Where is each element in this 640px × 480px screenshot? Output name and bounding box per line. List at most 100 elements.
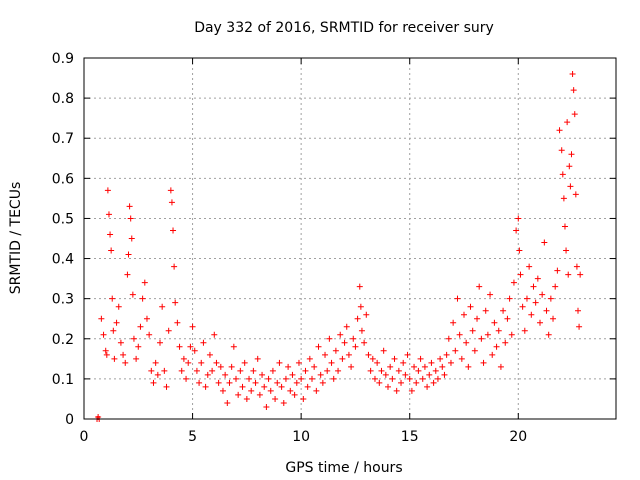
data-point xyxy=(278,383,285,390)
data-point xyxy=(413,379,420,386)
data-point xyxy=(570,87,577,94)
data-point xyxy=(206,351,213,358)
data-point xyxy=(259,371,266,378)
data-point xyxy=(510,279,517,286)
data-point xyxy=(100,331,107,338)
data-point xyxy=(461,311,467,318)
data-point xyxy=(430,379,437,386)
data-point xyxy=(274,379,281,386)
data-point xyxy=(256,391,263,398)
data-point xyxy=(196,379,203,386)
data-point xyxy=(191,347,198,354)
data-point xyxy=(476,283,483,290)
data-point xyxy=(265,375,272,382)
data-point xyxy=(103,351,110,358)
data-point xyxy=(406,375,413,382)
data-point xyxy=(135,343,142,350)
data-point xyxy=(515,215,522,222)
data-point xyxy=(378,367,385,374)
data-point xyxy=(295,359,302,366)
data-point xyxy=(380,347,387,354)
data-point xyxy=(319,379,326,386)
data-point xyxy=(239,383,246,390)
data-point xyxy=(152,359,159,366)
data-point xyxy=(441,371,448,378)
data-points xyxy=(94,71,584,422)
data-point xyxy=(126,203,133,210)
data-point xyxy=(146,331,153,338)
data-point xyxy=(269,367,276,374)
data-point xyxy=(426,371,433,378)
data-point xyxy=(110,327,117,334)
y-tick-label: 0.3 xyxy=(52,292,74,308)
data-point xyxy=(565,271,572,278)
data-point xyxy=(304,383,311,390)
data-point xyxy=(289,371,296,378)
data-point xyxy=(165,327,172,334)
data-point xyxy=(300,395,307,402)
data-point xyxy=(393,387,400,394)
data-point xyxy=(198,359,205,366)
data-point xyxy=(193,367,200,374)
data-point xyxy=(424,383,431,390)
data-point xyxy=(267,387,274,394)
data-point xyxy=(219,387,226,394)
data-point xyxy=(434,375,441,382)
data-point xyxy=(230,343,237,350)
data-point xyxy=(537,319,543,326)
data-point xyxy=(571,111,578,118)
data-point xyxy=(568,151,575,158)
data-point xyxy=(521,327,528,334)
data-point xyxy=(566,163,573,170)
data-point xyxy=(554,267,561,274)
data-point xyxy=(487,291,494,298)
data-point xyxy=(545,331,552,338)
data-point xyxy=(171,263,178,270)
data-point xyxy=(228,363,235,370)
data-point xyxy=(282,375,289,382)
data-point xyxy=(516,247,523,254)
data-point xyxy=(569,71,576,78)
x-tick-label: 5 xyxy=(188,429,197,445)
data-point xyxy=(122,359,129,366)
data-point xyxy=(150,379,157,386)
data-point xyxy=(248,387,255,394)
data-point xyxy=(104,187,111,194)
y-tick-label: 0.5 xyxy=(52,211,74,227)
data-point xyxy=(102,347,109,354)
data-point xyxy=(130,335,137,342)
data-point xyxy=(500,307,507,314)
data-point xyxy=(443,351,450,358)
data-point xyxy=(482,307,489,314)
data-point xyxy=(480,359,487,366)
data-point xyxy=(326,335,333,342)
data-point xyxy=(215,379,222,386)
data-point xyxy=(502,339,509,346)
data-point xyxy=(465,363,472,370)
data-point xyxy=(117,339,124,346)
x-tick-label: 20 xyxy=(509,429,527,445)
data-point xyxy=(322,351,329,358)
data-point xyxy=(133,355,140,362)
data-point xyxy=(163,383,170,390)
data-point xyxy=(337,331,344,338)
data-point xyxy=(241,359,248,366)
x-tick-label: 15 xyxy=(401,429,419,445)
data-point xyxy=(209,367,216,374)
data-point xyxy=(98,315,105,322)
data-point xyxy=(343,323,350,330)
x-tick-label: 0 xyxy=(80,429,89,445)
data-point xyxy=(573,263,580,270)
data-point xyxy=(543,307,550,314)
data-point xyxy=(572,191,579,198)
y-tick-label: 0.1 xyxy=(52,372,74,388)
data-point xyxy=(439,363,446,370)
data-point xyxy=(550,315,557,322)
data-point xyxy=(263,403,270,410)
data-point xyxy=(124,271,131,278)
x-tick-label: 10 xyxy=(292,429,310,445)
data-point xyxy=(204,371,211,378)
data-point xyxy=(315,343,322,350)
data-point xyxy=(120,351,127,358)
data-point xyxy=(456,331,463,338)
